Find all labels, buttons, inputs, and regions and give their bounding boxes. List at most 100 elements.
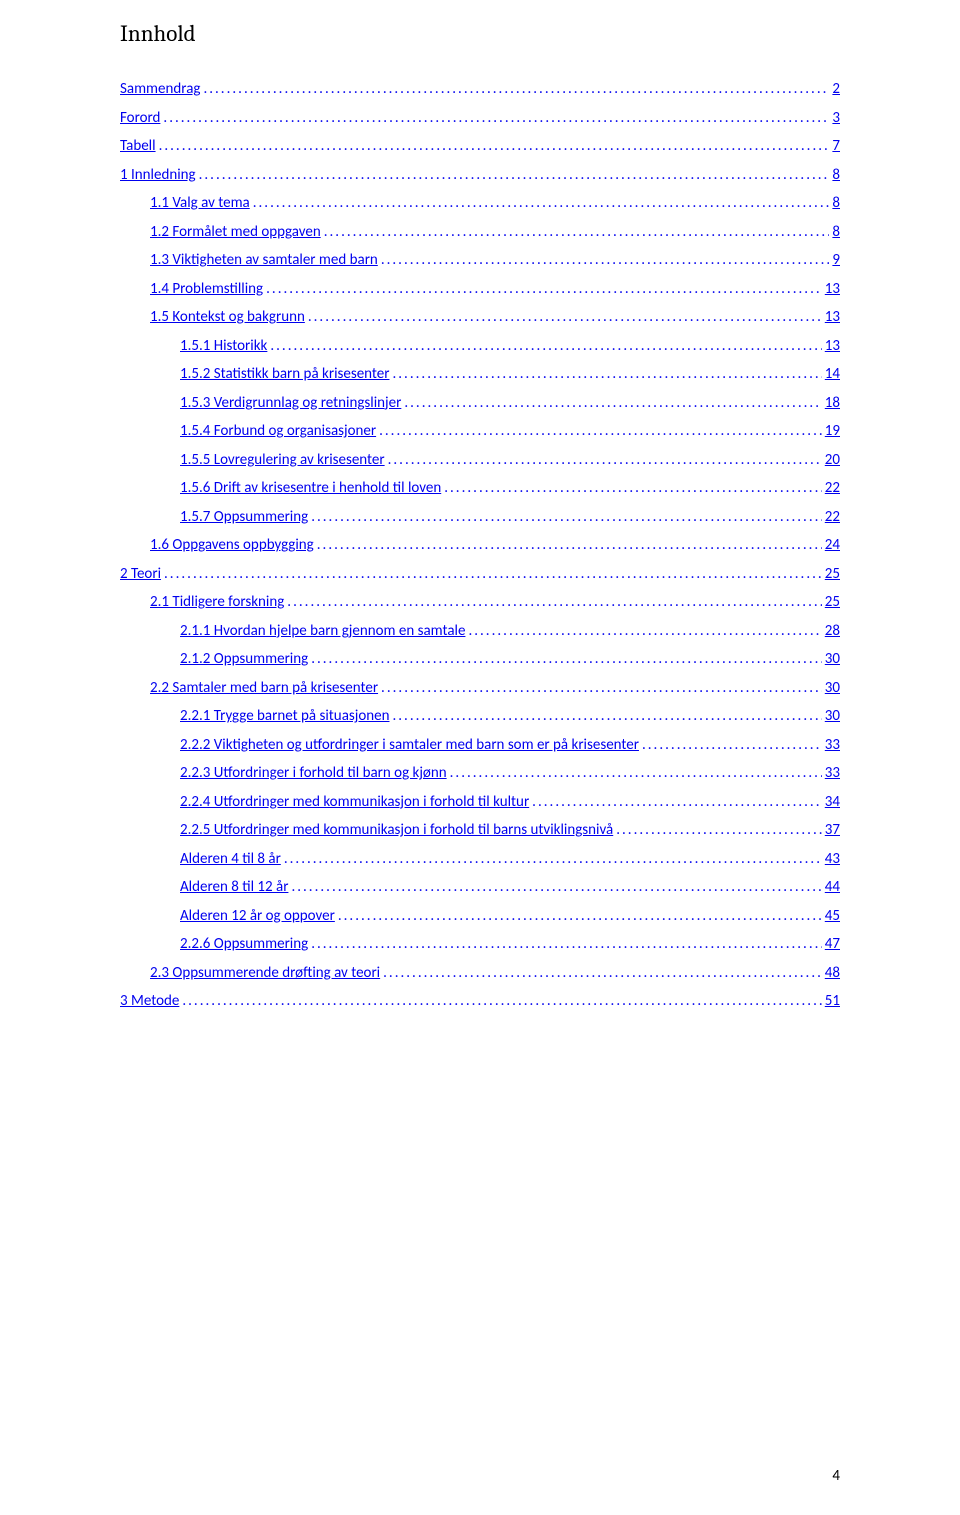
toc-leader [379,417,822,435]
toc-entry: 1.1 Valg av tema 8 [120,189,840,218]
toc-entry-label[interactable]: 2.1.2 Oppsummering [180,645,308,674]
toc-entry-page[interactable]: 44 [825,873,840,902]
toc-entry: 1.5.1 Historikk 13 [120,332,840,361]
toc-entry-label[interactable]: Alderen 8 til 12 år [180,873,288,902]
toc-entry-page[interactable]: 20 [825,446,840,475]
toc-entry-label[interactable]: 1.5.5 Lovregulering av krisesenter [180,446,385,475]
toc-entry-label[interactable]: 2.2.3 Utfordringer i forhold til barn og… [180,759,447,788]
toc-entry-label[interactable]: 2.2.6 Oppsummering [180,930,308,959]
toc-entry-label[interactable]: 2 Teori [120,560,161,589]
toc-entry-page[interactable]: 33 [825,731,840,760]
toc-entry-page[interactable]: 47 [825,930,840,959]
toc-leader [381,246,830,264]
toc-entry-label[interactable]: 2.2.4 Utfordringer med kommunikasjon i f… [180,788,529,817]
toc-entry: 2.2.1 Trygge barnet på situasjonen 30 [120,702,840,731]
toc-leader [311,645,822,663]
toc-entry: Alderen 8 til 12 år 44 [120,873,840,902]
toc-entry-label[interactable]: 2.2.5 Utfordringer med kommunikasjon i f… [180,816,613,845]
toc-entry: 2.2.5 Utfordringer med kommunikasjon i f… [120,816,840,845]
toc-entry-label[interactable]: 2.2 Samtaler med barn på krisesenter [150,674,378,703]
toc-entry: 2.1 Tidligere forskning 25 [120,588,840,617]
toc-entry-page[interactable]: 25 [825,560,840,589]
toc-entry: 1 Innledning 8 [120,161,840,190]
toc-entry-page[interactable]: 43 [825,845,840,874]
toc-entry-page[interactable]: 9 [832,246,840,275]
toc-leader [642,731,822,749]
toc-entry-label[interactable]: 2.3 Oppsummerende drøfting av teori [150,959,380,988]
toc-leader [159,132,830,150]
toc-entry-label[interactable]: 1.1 Valg av tema [150,189,250,218]
toc-entry-label[interactable]: 1 Innledning [120,161,196,190]
toc-entry-page[interactable]: 13 [825,275,840,304]
toc-leader [182,987,821,1005]
toc-entry: 1.2 Formålet med oppgaven 8 [120,218,840,247]
toc-entry-page[interactable]: 30 [825,702,840,731]
toc-entry: Alderen 12 år og oppover 45 [120,902,840,931]
toc-leader [450,759,822,777]
toc-entry-label[interactable]: 2.1 Tidligere forskning [150,588,284,617]
toc-leader [383,959,822,977]
toc-entry-page[interactable]: 48 [825,959,840,988]
toc-entry-label[interactable]: 1.5.7 Oppsummering [180,503,308,532]
toc-entry-page[interactable]: 14 [825,360,840,389]
toc-leader [270,332,821,350]
toc-entry: 1.3 Viktigheten av samtaler med barn 9 [120,246,840,275]
toc-leader [404,389,821,407]
toc-entry-label[interactable]: Sammendrag [120,75,200,104]
toc-entry-label[interactable]: Tabell [120,132,156,161]
toc-entry-page[interactable]: 28 [825,617,840,646]
toc-leader [266,275,822,293]
toc-entry: 2.2.4 Utfordringer med kommunikasjon i f… [120,788,840,817]
toc-entry-label[interactable]: Alderen 4 til 8 år [180,845,281,874]
toc-entry-page[interactable]: 7 [832,132,840,161]
toc-entry: 3 Metode 51 [120,987,840,1016]
toc-entry-label[interactable]: 1.5 Kontekst og bakgrunn [150,303,305,332]
toc-entry: Forord 3 [120,104,840,133]
toc-entry-page[interactable]: 13 [825,332,840,361]
toc-entry: 2.2.6 Oppsummering 47 [120,930,840,959]
toc-entry-page[interactable]: 33 [825,759,840,788]
toc-entry-page[interactable]: 22 [825,503,840,532]
toc-entry-label[interactable]: 2.1.1 Hvordan hjelpe barn gjennom en sam… [180,617,465,646]
toc-entry-label[interactable]: 1.5.1 Historikk [180,332,267,361]
toc-leader [381,674,822,692]
toc-entry-page[interactable]: 37 [825,816,840,845]
toc-entry-page[interactable]: 30 [825,674,840,703]
toc-entry-label[interactable]: 1.3 Viktigheten av samtaler med barn [150,246,378,275]
toc-entry-label[interactable]: 2.2.1 Trygge barnet på situasjonen [180,702,389,731]
toc-entry-page[interactable]: 30 [825,645,840,674]
toc-entry-page[interactable]: 19 [825,417,840,446]
toc-entry-label[interactable]: 1.5.2 Statistikk barn på krisesenter [180,360,389,389]
toc-entry-page[interactable]: 8 [832,218,840,247]
toc-entry-page[interactable]: 51 [825,987,840,1016]
toc-entry-label[interactable]: 1.4 Problemstilling [150,275,263,304]
toc-entry-page[interactable]: 25 [825,588,840,617]
toc-entry-label[interactable]: Alderen 12 år og oppover [180,902,335,931]
toc-entry-page[interactable]: 13 [825,303,840,332]
toc-entry-page[interactable]: 3 [832,104,840,133]
toc-entry-page[interactable]: 34 [825,788,840,817]
toc-leader [392,360,821,378]
toc-leader [203,75,829,93]
toc-entry-label[interactable]: 2.2.2 Viktigheten og utfordringer i samt… [180,731,639,760]
toc-leader [468,617,821,635]
toc-entry-label[interactable]: 1.5.3 Verdigrunnlag og retningslinjer [180,389,401,418]
toc-leader [164,560,822,578]
toc-entry-page[interactable]: 22 [825,474,840,503]
toc-entry-label[interactable]: 1.2 Formålet med oppgaven [150,218,321,247]
toc-entry-page[interactable]: 2 [832,75,840,104]
toc-entry-page[interactable]: 8 [832,189,840,218]
toc-entry-page[interactable]: 8 [832,161,840,190]
document-page: Innhold Sammendrag2Forord3Tabell71 Innle… [0,0,960,1515]
toc-leader [388,446,822,464]
toc-entry-page[interactable]: 24 [825,531,840,560]
toc-entry-label[interactable]: 1.5.4 Forbund og organisasjoner [180,417,376,446]
toc-entry-label[interactable]: Forord [120,104,160,133]
toc-entry: 1.4 Problemstilling 13 [120,275,840,304]
toc-entry-page[interactable]: 18 [825,389,840,418]
toc-entry-page[interactable]: 45 [825,902,840,931]
toc-entry-label[interactable]: 1.5.6 Drift av krisesentre i henhold til… [180,474,441,503]
toc-leader [444,474,822,492]
toc-entry-label[interactable]: 1.6 Oppgavens oppbygging [150,531,314,560]
toc-entry-label[interactable]: 3 Metode [120,987,179,1016]
